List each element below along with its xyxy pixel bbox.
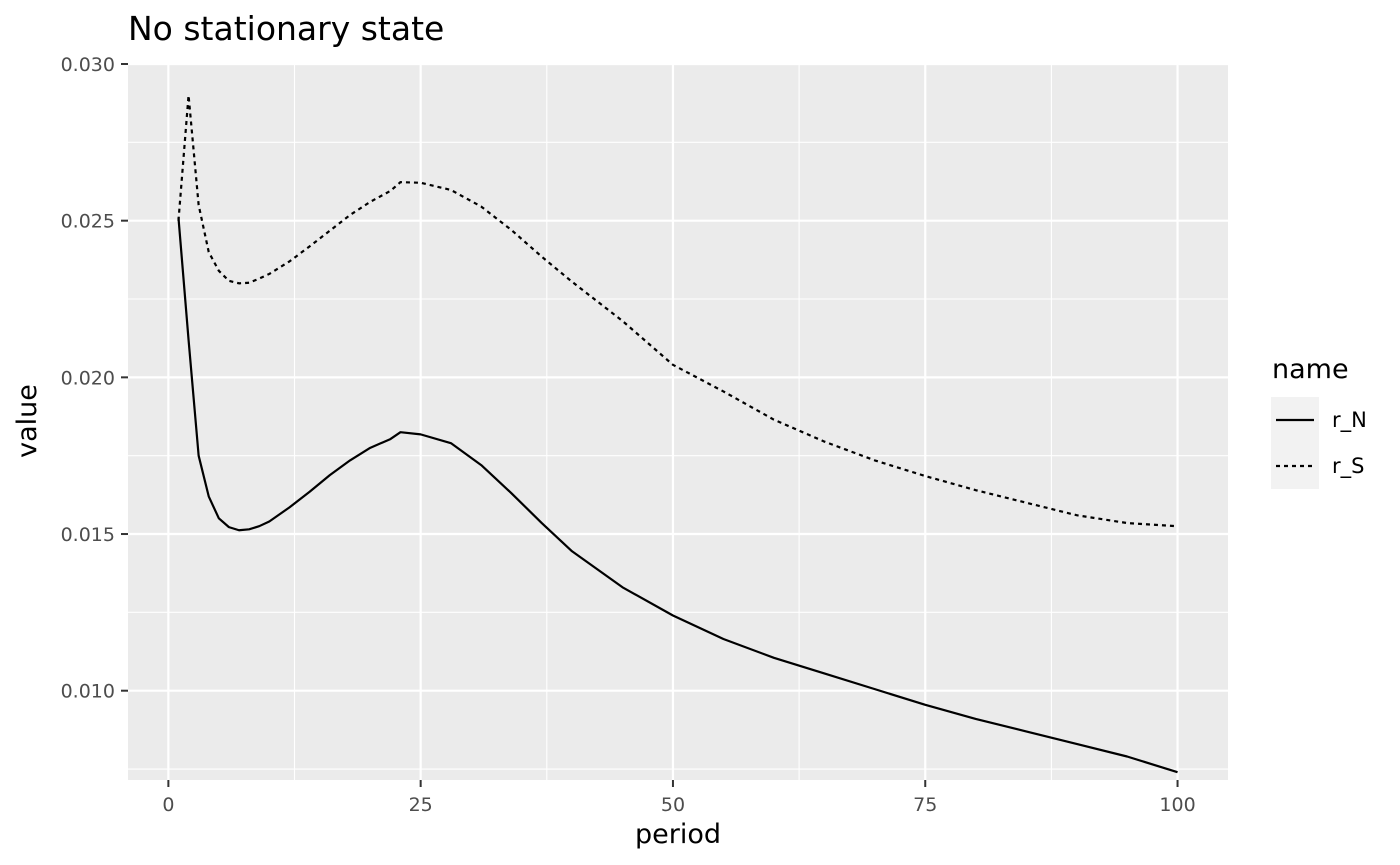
x-tick-label: 50 bbox=[661, 794, 685, 816]
y-tick-label: 0.030 bbox=[61, 54, 115, 76]
x-tick-label: 75 bbox=[913, 794, 937, 816]
x-axis: 0 25 50 75 100 bbox=[162, 780, 1196, 816]
x-tick-label: 100 bbox=[1159, 794, 1195, 816]
series-line-r-n bbox=[177, 217, 1178, 774]
series-line-r-s bbox=[177, 94, 1178, 528]
x-axis-title: period bbox=[635, 819, 721, 850]
major-gridlines bbox=[128, 62, 1228, 780]
legend: name r_N r_S bbox=[1271, 354, 1367, 489]
legend-title: name bbox=[1272, 354, 1349, 385]
x-tick-label: 0 bbox=[162, 794, 174, 816]
y-tick-label: 0.025 bbox=[61, 211, 115, 233]
series-layer bbox=[177, 94, 1178, 774]
plot-panel bbox=[128, 64, 1228, 780]
chart-title: No stationary state bbox=[128, 9, 444, 48]
y-tick-label: 0.015 bbox=[61, 524, 115, 546]
minor-gridlines bbox=[128, 64, 1228, 780]
y-axis: 0.010 0.015 0.020 0.025 0.030 bbox=[61, 54, 128, 703]
y-tick-label: 0.020 bbox=[61, 367, 115, 389]
legend-label-r-n: r_N bbox=[1332, 408, 1367, 433]
x-tick-label: 25 bbox=[409, 794, 433, 816]
y-tick-label: 0.010 bbox=[61, 681, 115, 703]
legend-label-r-s: r_S bbox=[1332, 454, 1364, 479]
y-axis-title: value bbox=[12, 384, 43, 458]
